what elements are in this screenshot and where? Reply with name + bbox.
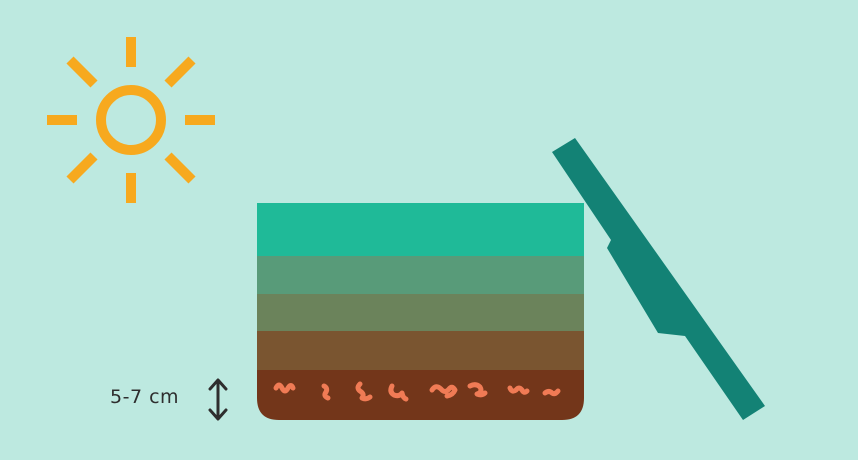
compost-bin <box>257 203 584 420</box>
worm-icon <box>542 388 561 397</box>
bin-lid <box>552 138 765 420</box>
worms <box>273 381 561 402</box>
layer-bottom-worms <box>257 370 584 420</box>
sun-ray <box>164 56 196 88</box>
sun-icon <box>47 37 215 203</box>
sun-ray <box>164 152 196 184</box>
sun-ray <box>66 56 98 88</box>
worm-icon <box>467 382 488 398</box>
layer-4 <box>257 331 584 371</box>
worm-icon <box>355 381 373 402</box>
depth-label: 5-7 cm <box>110 386 180 408</box>
double-arrow-vertical-icon <box>208 378 228 421</box>
sun-core <box>96 85 166 155</box>
worm-icon <box>507 385 530 395</box>
worm-icon <box>429 384 458 399</box>
worm-icon <box>388 383 409 402</box>
layer-2 <box>257 256 584 295</box>
sun-ray <box>66 152 98 184</box>
layer-3 <box>257 294 584 332</box>
layer-top <box>257 203 584 257</box>
worm-icon <box>273 382 296 394</box>
worm-icon <box>321 383 331 401</box>
